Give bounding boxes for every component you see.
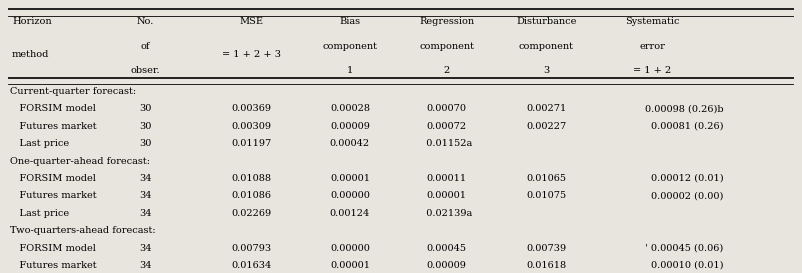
Text: Futures market: Futures market: [10, 261, 96, 270]
Text: 0.01086: 0.01086: [232, 191, 272, 200]
Text: 0.00009: 0.00009: [427, 261, 467, 270]
Text: component: component: [322, 41, 378, 51]
Text: Two-quarters-ahead forecast:: Two-quarters-ahead forecast:: [10, 226, 156, 235]
Text: 0.00081 (0.26): 0.00081 (0.26): [650, 122, 723, 131]
Text: 0.00070: 0.00070: [427, 104, 467, 113]
Text: FORSIM model: FORSIM model: [10, 174, 95, 183]
Text: 30: 30: [140, 104, 152, 113]
Text: component: component: [519, 41, 574, 51]
Text: method: method: [12, 50, 50, 58]
Text: 0.02269: 0.02269: [232, 209, 272, 218]
Text: Futures market: Futures market: [10, 122, 96, 131]
Text: 0.00369: 0.00369: [232, 104, 272, 113]
Text: 0.01634: 0.01634: [232, 261, 272, 270]
Text: 34: 34: [140, 261, 152, 270]
Text: 0.01197: 0.01197: [232, 139, 272, 148]
Text: 0.00012 (0.01): 0.00012 (0.01): [650, 174, 723, 183]
Text: Last price: Last price: [10, 209, 69, 218]
Text: 0.00793: 0.00793: [232, 244, 272, 253]
Text: 0.01152a: 0.01152a: [420, 139, 472, 148]
Text: 0.00227: 0.00227: [526, 122, 566, 131]
Text: 0.00001: 0.00001: [330, 261, 370, 270]
Text: Bias: Bias: [339, 17, 360, 26]
Text: error: error: [639, 41, 666, 51]
Text: of: of: [141, 41, 150, 51]
Text: FORSIM model: FORSIM model: [10, 104, 95, 113]
Text: 34: 34: [140, 174, 152, 183]
Text: ' 0.00045 (0.06): ' 0.00045 (0.06): [645, 244, 723, 253]
Text: 30: 30: [140, 139, 152, 148]
Text: 0.00001: 0.00001: [330, 174, 370, 183]
Text: 0.00045: 0.00045: [427, 244, 467, 253]
Text: 0.00011: 0.00011: [427, 174, 467, 183]
Text: MSE: MSE: [240, 17, 264, 26]
Text: 1: 1: [346, 66, 353, 75]
Text: One-quarter-ahead forecast:: One-quarter-ahead forecast:: [10, 156, 150, 165]
Text: FORSIM model: FORSIM model: [10, 244, 95, 253]
Text: No.: No.: [137, 17, 154, 26]
Text: 0.00010 (0.01): 0.00010 (0.01): [650, 261, 723, 270]
Text: 34: 34: [140, 209, 152, 218]
Text: 0.00028: 0.00028: [330, 104, 370, 113]
Text: 34: 34: [140, 191, 152, 200]
Text: 0.01088: 0.01088: [232, 174, 272, 183]
Text: 0.01618: 0.01618: [526, 261, 566, 270]
Text: 0.00271: 0.00271: [526, 104, 566, 113]
Text: 0.00042: 0.00042: [330, 139, 370, 148]
Text: 0.00001: 0.00001: [427, 191, 467, 200]
Text: 0.00002 (0.00): 0.00002 (0.00): [651, 191, 723, 200]
Text: 0.00124: 0.00124: [330, 209, 370, 218]
Text: = 1 + 2 + 3: = 1 + 2 + 3: [222, 50, 282, 58]
Text: component: component: [419, 41, 474, 51]
Text: Last price: Last price: [10, 139, 69, 148]
Text: 2: 2: [444, 66, 450, 75]
Text: Current-quarter forecast:: Current-quarter forecast:: [10, 87, 136, 96]
Text: 30: 30: [140, 122, 152, 131]
Text: 0.00739: 0.00739: [526, 244, 566, 253]
Text: 0.00000: 0.00000: [330, 244, 370, 253]
Text: Futures market: Futures market: [10, 191, 96, 200]
Text: Disturbance: Disturbance: [516, 17, 577, 26]
Text: 0.02139a: 0.02139a: [420, 209, 472, 218]
Text: 0.00309: 0.00309: [232, 122, 272, 131]
Text: Systematic: Systematic: [626, 17, 680, 26]
Text: 3: 3: [543, 66, 549, 75]
Text: Regression: Regression: [419, 17, 474, 26]
Text: 0.01065: 0.01065: [526, 174, 566, 183]
Text: 34: 34: [140, 244, 152, 253]
Text: obser.: obser.: [131, 66, 160, 75]
Text: 0.00098 (0.26)b: 0.00098 (0.26)b: [645, 104, 723, 113]
Text: 0.00072: 0.00072: [427, 122, 467, 131]
Text: 0.00009: 0.00009: [330, 122, 370, 131]
Text: 0.01075: 0.01075: [526, 191, 566, 200]
Text: Horizon: Horizon: [12, 17, 51, 26]
Text: = 1 + 2: = 1 + 2: [634, 66, 671, 75]
Text: 0.00000: 0.00000: [330, 191, 370, 200]
